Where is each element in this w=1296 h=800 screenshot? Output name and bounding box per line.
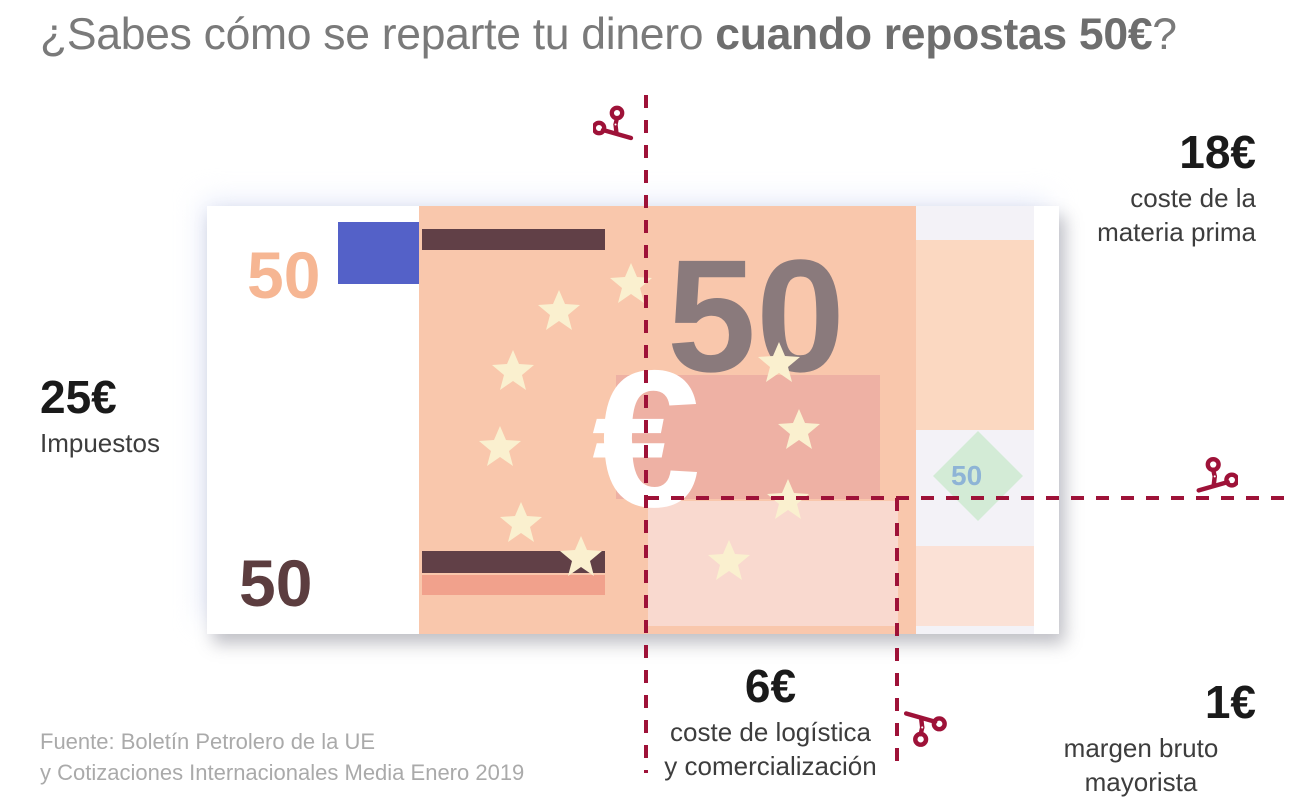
svg-text:50: 50 xyxy=(951,460,982,491)
svg-text:50: 50 xyxy=(247,238,320,312)
svg-text:50: 50 xyxy=(239,546,312,620)
